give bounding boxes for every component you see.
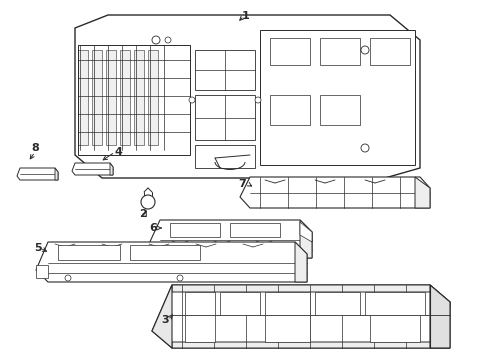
Circle shape — [254, 97, 261, 103]
Polygon shape — [106, 50, 116, 145]
Polygon shape — [429, 285, 449, 348]
Polygon shape — [269, 38, 309, 65]
Polygon shape — [299, 222, 311, 242]
Circle shape — [164, 37, 171, 43]
Polygon shape — [299, 220, 311, 258]
Polygon shape — [78, 50, 88, 145]
Polygon shape — [36, 265, 48, 278]
Polygon shape — [364, 292, 424, 315]
Circle shape — [65, 275, 71, 281]
Polygon shape — [369, 38, 409, 65]
Polygon shape — [184, 315, 215, 342]
Polygon shape — [148, 220, 311, 258]
Circle shape — [360, 46, 368, 54]
Polygon shape — [170, 223, 220, 237]
Polygon shape — [184, 292, 215, 315]
Polygon shape — [269, 95, 309, 125]
Text: 7: 7 — [238, 179, 245, 189]
Polygon shape — [120, 50, 130, 145]
Polygon shape — [55, 168, 58, 180]
Polygon shape — [319, 95, 359, 125]
Polygon shape — [148, 243, 160, 253]
Polygon shape — [172, 285, 449, 308]
Polygon shape — [195, 50, 254, 90]
Polygon shape — [220, 292, 260, 315]
Polygon shape — [240, 177, 429, 208]
Polygon shape — [152, 285, 172, 348]
Polygon shape — [110, 163, 113, 175]
Polygon shape — [92, 50, 102, 145]
Polygon shape — [195, 95, 254, 140]
Text: 2: 2 — [139, 209, 146, 219]
Text: 6: 6 — [149, 223, 157, 233]
Text: 4: 4 — [114, 147, 122, 157]
Polygon shape — [152, 285, 449, 348]
Polygon shape — [260, 30, 414, 165]
Text: 3: 3 — [161, 315, 168, 325]
Polygon shape — [229, 223, 280, 237]
Polygon shape — [17, 168, 58, 180]
Polygon shape — [58, 245, 120, 260]
Polygon shape — [264, 292, 309, 315]
Text: 1: 1 — [242, 11, 249, 21]
Polygon shape — [134, 50, 143, 145]
Polygon shape — [36, 242, 306, 282]
Polygon shape — [369, 315, 419, 342]
Polygon shape — [130, 245, 200, 260]
Text: 5: 5 — [34, 243, 42, 253]
Polygon shape — [414, 177, 429, 208]
Polygon shape — [195, 145, 254, 168]
Circle shape — [141, 195, 155, 209]
Polygon shape — [148, 50, 158, 145]
Polygon shape — [294, 242, 306, 282]
Circle shape — [360, 144, 368, 152]
Circle shape — [189, 97, 195, 103]
Circle shape — [152, 36, 160, 44]
Polygon shape — [319, 38, 359, 65]
Polygon shape — [75, 15, 419, 178]
Polygon shape — [314, 292, 359, 315]
Text: 8: 8 — [31, 143, 39, 153]
Polygon shape — [264, 315, 309, 342]
Polygon shape — [72, 163, 113, 175]
Polygon shape — [172, 342, 449, 348]
Circle shape — [177, 275, 183, 281]
